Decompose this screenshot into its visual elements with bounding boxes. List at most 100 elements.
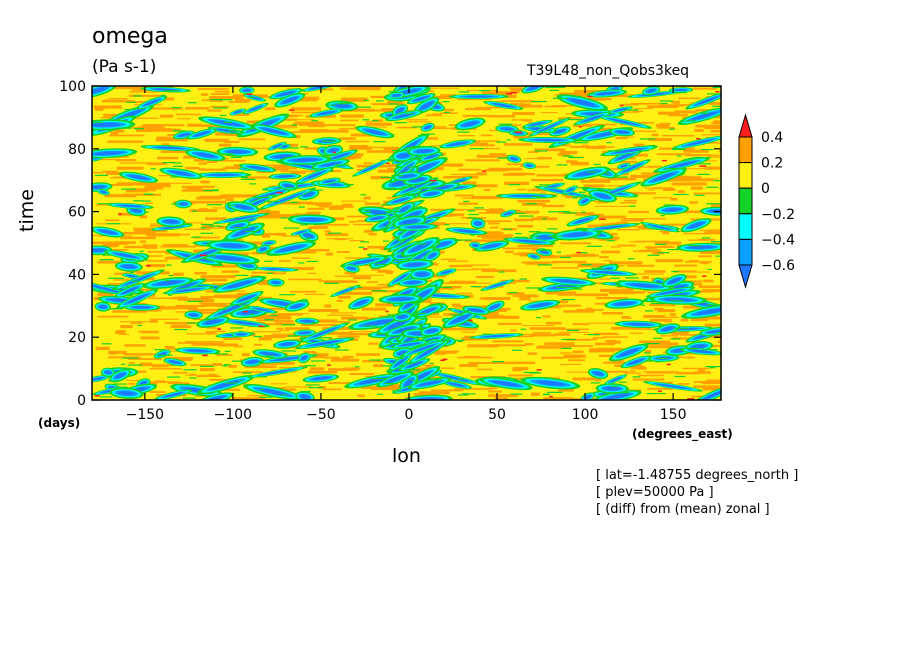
- field-streak: [224, 222, 265, 241]
- field-cell: [610, 222, 625, 225]
- field-cell: [103, 113, 126, 117]
- field-cell: [292, 201, 313, 205]
- field-cell: [326, 238, 354, 240]
- field-cell: [284, 327, 310, 330]
- field-streak: [94, 301, 111, 312]
- field-cell: [270, 315, 278, 317]
- field-cell: [593, 163, 601, 166]
- field-cell: [173, 358, 192, 361]
- field-cell: [189, 209, 218, 213]
- field-cell: [254, 225, 259, 228]
- field-cell: [529, 327, 566, 330]
- field-cell: [326, 104, 336, 106]
- field-cell: [234, 113, 250, 116]
- field-cell: [188, 260, 193, 262]
- field-cell: [253, 296, 272, 299]
- field-cell: [200, 227, 207, 229]
- field-cell: [207, 263, 222, 266]
- field-cell: [146, 107, 183, 110]
- field-cell: [243, 241, 265, 245]
- field-cell: [245, 194, 267, 197]
- field-cell: [186, 187, 203, 190]
- field-cell: [667, 249, 683, 251]
- field-cell: [116, 166, 144, 170]
- field-streak: [642, 381, 703, 392]
- field-cell: [504, 250, 514, 253]
- field-cell: [300, 224, 308, 226]
- field-cell: [619, 381, 627, 383]
- field-cell: [449, 213, 465, 217]
- field-cell: [235, 239, 244, 241]
- field-cell: [202, 255, 216, 257]
- y-tick-label: 40: [68, 267, 86, 283]
- field-cell: [597, 188, 606, 190]
- field-cell: [627, 136, 635, 138]
- field-cell: [496, 100, 526, 102]
- field-cell: [505, 92, 512, 95]
- field-streak: [604, 298, 645, 309]
- field-cell: [435, 350, 457, 354]
- field-cell: [678, 356, 693, 358]
- field-cell: [587, 334, 600, 336]
- field-streak: [294, 337, 355, 350]
- field-cell: [488, 222, 500, 225]
- field-cell: [463, 184, 498, 188]
- field-cell: [497, 322, 522, 325]
- field-streak: [198, 116, 256, 130]
- field-cell: [284, 267, 314, 270]
- colorbar: 0.4 0.2 0 −0.2 −0.4 −0.6: [738, 113, 795, 289]
- field-cell: [229, 204, 236, 206]
- field-cell: [242, 372, 252, 374]
- field-cell: [659, 122, 671, 125]
- field-cell: [339, 87, 360, 90]
- field-cell: [579, 191, 586, 193]
- field-cell: [701, 382, 721, 385]
- field-cell: [647, 137, 672, 142]
- field-cell: [539, 184, 551, 186]
- field-cell: [362, 146, 399, 149]
- y-axis-label: time: [16, 189, 38, 232]
- field-cell: [185, 166, 200, 170]
- field-cell: [354, 366, 360, 368]
- field-cell: [334, 164, 350, 166]
- field-cell: [436, 286, 452, 288]
- footnote-diff: [ (diff) from (mean) zonal ]: [596, 502, 770, 517]
- field-cell: [524, 343, 534, 346]
- field-cell: [239, 380, 244, 382]
- field-streak: [109, 368, 131, 383]
- field-cell: [638, 150, 649, 152]
- field-cell: [149, 320, 158, 323]
- field-cell: [576, 309, 604, 311]
- field-cell: [224, 350, 231, 353]
- field-cell: [200, 275, 236, 279]
- field-cell: [625, 277, 639, 279]
- x-tick-label: 50: [488, 407, 506, 423]
- field-cell: [622, 103, 639, 106]
- field-streak: [247, 366, 308, 379]
- field-cell: [212, 283, 234, 286]
- field-cell: [560, 363, 582, 366]
- field-cell: [513, 135, 531, 139]
- field-cell: [115, 330, 126, 333]
- field-cell: [290, 171, 306, 175]
- field-cell: [576, 251, 581, 254]
- field-cell: [662, 277, 669, 280]
- field-streak: [352, 158, 392, 177]
- field-cell: [528, 151, 539, 153]
- field-cell: [702, 275, 707, 277]
- field-cell: [258, 325, 265, 327]
- field-cell: [536, 174, 571, 177]
- field-cell: [704, 218, 711, 220]
- field-cell: [465, 159, 500, 162]
- field-cell: [177, 297, 211, 301]
- field-cell: [440, 163, 464, 167]
- field-cell: [149, 381, 158, 385]
- field-cell: [363, 162, 373, 165]
- field-cell: [267, 272, 274, 274]
- field-cell: [614, 176, 628, 178]
- field-cell: [280, 170, 316, 173]
- field-cell: [589, 348, 624, 352]
- field-cell: [263, 335, 286, 339]
- field-cell: [534, 150, 548, 152]
- field-cell: [462, 208, 488, 211]
